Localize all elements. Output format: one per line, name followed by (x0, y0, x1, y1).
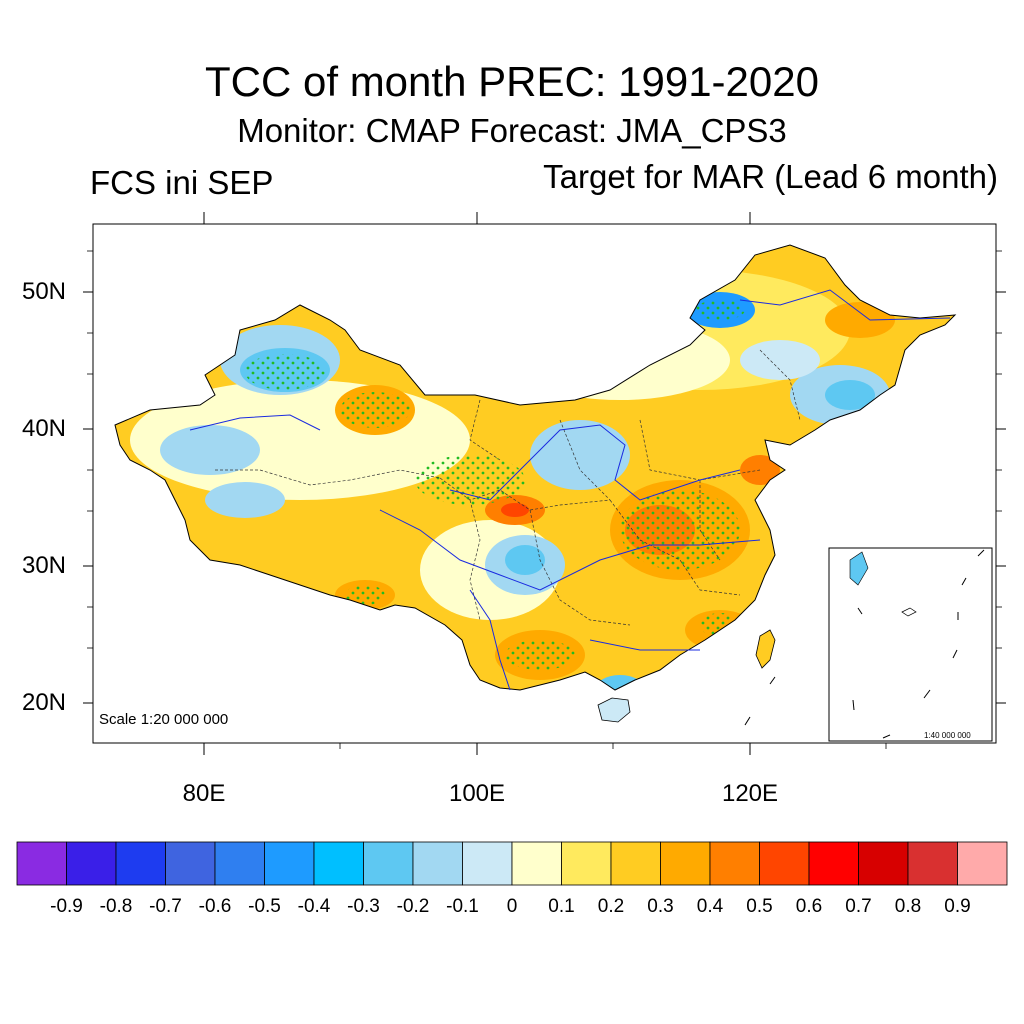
colorbar-tick-label: -0.4 (297, 896, 331, 917)
mekong-river (469, 589, 511, 691)
map-scale-label: Scale 1:20 000 000 (99, 711, 229, 728)
province-line (439, 477, 611, 511)
page-subtitle: Monitor: CMAP Forecast: JMA_CPS3 (237, 112, 787, 149)
field-patch (825, 380, 875, 410)
page-title: TCC of month PREC: 1991-2020 (205, 58, 819, 105)
colorbar-tick-label: -0.6 (198, 896, 232, 917)
colorbar-swatch (412, 841, 463, 886)
province-line (215, 469, 441, 486)
colorbar-tick-label: -0.3 (347, 896, 380, 917)
colorbar-swatch (561, 841, 612, 886)
china-border (114, 244, 957, 691)
field-patch (205, 482, 285, 518)
field-patch (530, 420, 630, 490)
colorbar-swatch (313, 841, 364, 886)
forecast-init-label: FCS ini SEP (90, 164, 274, 201)
colorbar-tick-label: 0 (506, 896, 518, 917)
significance-stipple (695, 300, 745, 320)
colorbar-swatch (264, 841, 315, 886)
colorbar-tick-label: 0.7 (845, 896, 872, 917)
rivers (189, 289, 951, 691)
field-patch (740, 340, 820, 380)
colorbar-swatch (610, 841, 661, 886)
lat-label-50n: 50N (21, 278, 66, 305)
colorbar-tick-label: 0.2 (597, 896, 625, 917)
province-line (699, 480, 721, 561)
lat-label-30n: 30N (21, 552, 66, 579)
colorbar-tick-label: -0.5 (248, 896, 281, 917)
field-patch (501, 503, 529, 517)
yellow-river (449, 424, 741, 501)
significance-stipple (505, 640, 575, 670)
colorbar-tick-label: 0.5 (746, 896, 773, 917)
colorbar-tick-label: 0.6 (795, 896, 823, 917)
colorbar-swatch (363, 841, 414, 886)
significance-stipple (620, 490, 740, 570)
amur-river (739, 289, 951, 321)
hainan-border (597, 697, 631, 723)
lat-label-20n: 20N (21, 689, 66, 716)
province-line (469, 399, 501, 461)
province-line (759, 349, 801, 421)
significance-stipple (245, 354, 325, 390)
colorbar (16, 841, 1008, 886)
significance-stipple (345, 585, 385, 605)
colorbar-swatch (16, 841, 67, 886)
colorbar-tick-label: -0.9 (50, 896, 83, 917)
colorbar-swatch (660, 841, 711, 886)
colorbar-swatch (511, 841, 562, 886)
axis-ticks (83, 212, 1006, 755)
province-line (529, 509, 631, 626)
inset-island (901, 607, 917, 617)
taiwan-border (755, 629, 776, 669)
colorbar-swatch (808, 841, 859, 886)
colorbar-tick-label: 0.4 (696, 896, 724, 917)
province-boundaries (215, 349, 801, 626)
colorbar-tick-label: 0.1 (548, 896, 575, 917)
province-line (639, 419, 761, 481)
field-patch (160, 425, 260, 475)
lon-label-80e: 80E (182, 780, 226, 807)
colorbar-swatch (462, 841, 513, 886)
significance-stipple (415, 455, 525, 505)
colorbar-swatch (709, 841, 760, 886)
colorbar-tick-label: -0.1 (446, 896, 479, 917)
field-patch (825, 302, 895, 338)
colorbar-tick-label: 0.3 (647, 896, 674, 917)
inset-hainan (849, 551, 869, 586)
colorbar-tick-label: -0.8 (99, 896, 133, 917)
colorbar-swatch (957, 841, 1008, 886)
colorbar-tick-label: 0.9 (944, 896, 971, 917)
pearl-river (589, 639, 700, 651)
colorbar-swatch (907, 841, 958, 886)
province-line (469, 499, 481, 621)
colorbar-swatch (858, 841, 909, 886)
lon-label-120e: 120E (721, 780, 779, 807)
lon-label-100e: 100E (448, 780, 506, 807)
colorbar-swatch (115, 841, 166, 886)
colorbar-swatch (66, 841, 117, 886)
colorbar-tick-label: 0.8 (894, 896, 922, 917)
colorbar-swatch (214, 841, 265, 886)
nine-dash-line (744, 549, 985, 739)
field-patch (505, 545, 545, 575)
inset-scale-label: 1:40 000 000 (924, 731, 971, 740)
colorbar-swatch (759, 841, 810, 886)
minor-ticks (87, 250, 1002, 749)
colorbar-swatch (165, 841, 216, 886)
target-label: Target for MAR (Lead 6 month) (543, 158, 998, 195)
lat-label-40n: 40N (21, 415, 66, 442)
yangtze-river (379, 509, 761, 591)
province-line (559, 419, 611, 501)
tarim-river (189, 414, 321, 431)
colorbar-tick-label: -0.7 (149, 896, 182, 917)
colorbar-tick-label: -0.2 (396, 896, 430, 917)
significance-stipple (340, 392, 410, 428)
